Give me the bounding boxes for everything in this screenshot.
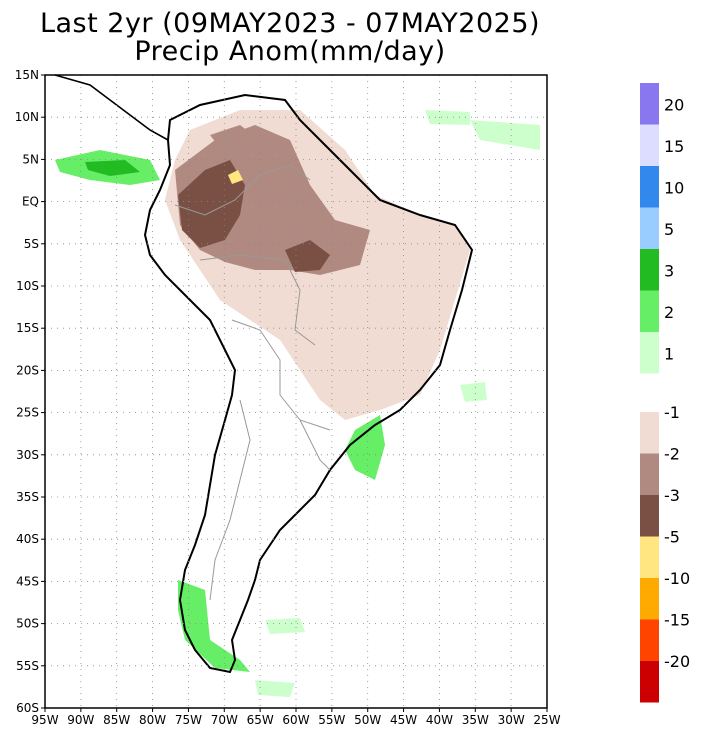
colorbar-positive-label: 1 [664,345,674,364]
map-title-line1: Last 2yr (09MAY2023 - 07MAY2025) [39,8,541,39]
colorbar-negative-swatch [640,661,659,703]
anomaly-green-patagonia [178,580,250,672]
colorbar-negative-label: -15 [664,611,690,630]
lon-tick-label: 25W [533,713,560,727]
lon-tick-label: 90W [67,713,94,727]
colorbar-positive-label: 10 [664,179,684,198]
longitude-axis-labels: 95W 90W 85W 80W 75W 70W 65W 60W 55W 50W 45W 40W 35W 3… [31,708,561,727]
lat-tick-label: 5N [22,152,39,166]
colorbar-negative-label: -1 [664,403,680,422]
lat-tick-label: 55S [16,659,39,673]
colorbar-negative-label: -20 [664,652,690,671]
anomaly-light-green-falklands [265,618,305,634]
lat-tick-label: 60S [16,701,39,715]
colorbar-negative: -1 -2 -3 -5 -10 -15 -20 [640,403,690,703]
anomaly-yellow-patch [228,170,243,184]
colorbar-negative-label: -10 [664,569,690,588]
lon-tick-label: 60W [282,713,309,727]
colorbar-positive-label: 20 [664,96,684,115]
south-america-coastline [143,93,474,674]
anomaly-dark-brown-central [285,240,330,272]
lon-tick-label: 85W [103,713,130,727]
colorbar-positive-swatch [640,290,659,332]
lat-tick-label: 35S [16,490,39,504]
anomaly-dark-brown-west-amazon [178,160,245,248]
lat-tick-label: 5S [24,237,39,251]
lat-tick-label: 40S [16,532,39,546]
country-borders [174,164,331,601]
colorbar-negative-swatch [640,578,659,620]
colorbar-positive: 20 15 10 5 3 2 1 [640,83,684,374]
lat-tick-label: 20S [16,363,39,377]
map-title-line2: Precip Anom(mm/day) [134,36,446,67]
lat-tick-label: 15S [16,321,39,335]
central-america-coastline [54,74,169,141]
colorbar-negative-swatch [640,453,659,495]
colorbar-positive-label: 5 [664,220,674,239]
anomaly-dark-green-pacific [85,160,140,176]
lon-tick-label: 55W [318,713,345,727]
lon-tick-label: 95W [31,713,58,727]
colorbar-positive-swatch [640,83,659,125]
colorbar-negative-swatch [640,619,659,661]
colorbar-negative-label: -5 [664,528,680,547]
anomaly-light-green-south [255,680,295,697]
lon-tick-label: 45W [390,713,417,727]
lat-tick-label: 15N [15,68,39,82]
lon-tick-label: 30W [498,713,525,727]
colorbar-negative-label: -2 [664,445,680,464]
lon-tick-label: 35W [462,713,489,727]
lat-tick-label: 25S [16,406,39,420]
lon-tick-label: 70W [211,713,238,727]
lat-tick-label: 50S [16,617,39,631]
colorbar-positive-swatch [640,249,659,291]
colorbar-positive-swatch [640,332,659,374]
anomaly-brown-venezuela [210,125,260,150]
colorbar-negative-label: -3 [664,486,680,505]
lat-tick-label: EQ [22,195,39,209]
lat-tick-label: 45S [16,574,39,588]
colorbar-positive-swatch [640,124,659,166]
colorbar-positive-label: 15 [664,137,684,156]
colorbar-negative-swatch [640,495,659,537]
lon-tick-label: 65W [247,713,274,727]
anomaly-green-south-brazil [345,415,385,480]
anomaly-light-green-atlantic [470,120,540,150]
colorbar-positive-swatch [640,166,659,208]
colorbar-positive-label: 3 [664,262,674,281]
colorbar-negative-swatch [640,536,659,578]
lat-tick-label: 10S [16,279,39,293]
colorbar-positive-swatch [640,207,659,249]
lat-tick-label: 30S [16,448,39,462]
lon-tick-label: 75W [175,713,202,727]
latitude-axis-labels: 15N 10N 5N EQ 5S 10S 15S 20S 25S 30S 35S 40S 45S 50S 5… [15,68,45,715]
lon-tick-label: 50W [354,713,381,727]
lon-tick-label: 80W [139,713,166,727]
colorbar-negative-swatch [640,412,659,454]
lat-tick-label: 10N [15,110,39,124]
lon-tick-label: 40W [426,713,453,727]
anomaly-light-green-south-atlantic [460,382,487,402]
colorbar-positive-label: 2 [664,303,674,322]
anomaly-shading [55,110,540,697]
